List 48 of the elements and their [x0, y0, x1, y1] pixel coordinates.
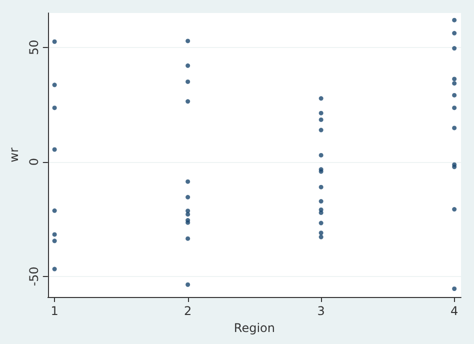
point	[452, 106, 457, 110]
x-tick-label: 1	[50, 304, 58, 318]
point	[186, 212, 190, 217]
point	[452, 92, 457, 98]
point	[186, 179, 190, 184]
point	[318, 152, 324, 158]
point	[52, 238, 57, 244]
point	[52, 82, 57, 88]
x-tick-label: 3	[317, 304, 325, 318]
point	[452, 164, 457, 170]
point	[318, 234, 324, 240]
point	[186, 99, 190, 104]
y-tick-label: 0	[26, 158, 41, 166]
point	[52, 39, 57, 44]
point	[318, 184, 324, 190]
point	[52, 147, 57, 152]
point	[186, 38, 190, 44]
y-tick-label: -50	[26, 266, 41, 286]
x-tick-label: 2	[184, 304, 192, 318]
point	[318, 110, 324, 116]
point	[452, 18, 457, 22]
point	[452, 207, 457, 212]
point	[52, 266, 57, 272]
point	[452, 286, 457, 292]
point	[318, 128, 324, 132]
point	[52, 232, 57, 237]
point	[452, 81, 457, 86]
point	[452, 46, 457, 51]
point	[52, 208, 57, 213]
point	[318, 230, 324, 236]
point	[318, 199, 324, 204]
point	[186, 194, 190, 200]
point	[186, 63, 190, 68]
point	[318, 210, 324, 215]
point	[318, 96, 324, 101]
point	[452, 30, 457, 36]
point	[186, 236, 190, 241]
point	[52, 106, 57, 110]
x-axis-title: Region	[234, 320, 275, 335]
y-axis-title: wr	[7, 148, 21, 162]
x-tick-label: 4	[450, 304, 458, 318]
point	[186, 79, 190, 84]
y-tick-label: 50	[26, 40, 41, 55]
point	[186, 282, 190, 287]
point	[318, 117, 324, 122]
point	[318, 220, 324, 226]
point	[452, 126, 457, 130]
point	[452, 76, 457, 82]
